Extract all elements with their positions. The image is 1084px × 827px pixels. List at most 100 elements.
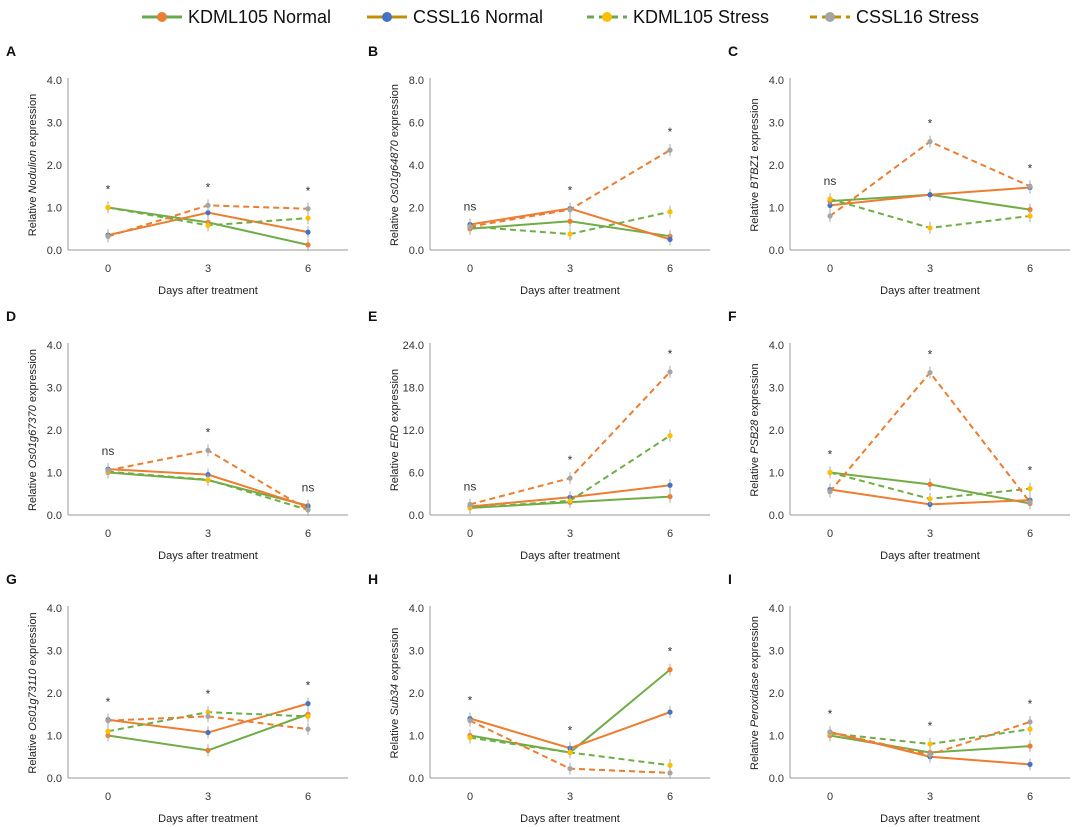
data-point-kdml105-stress	[1027, 486, 1033, 492]
y-tick-label: 0.0	[409, 245, 424, 257]
x-tick-label: 6	[1027, 791, 1033, 803]
y-tick-label: 6.0	[409, 118, 424, 130]
panel-h: H 0.0 1.0 2.0 3.0 4.0 0 3 6 Days after treatment R…	[368, 571, 710, 825]
panel-a: A 0.0 1.0 2.0 3.0 4.0 0 3 6 Days after treatment R…	[6, 43, 348, 297]
y-tick-label: 2.0	[47, 425, 62, 437]
x-tick-label: 0	[467, 263, 473, 275]
data-point-kdml105-stress	[467, 735, 473, 741]
legend-item-cssl16-normal: CSSL16 Normal	[365, 4, 543, 30]
data-point-cssl16-stress	[105, 718, 111, 724]
y-tick-label: 0.0	[47, 510, 62, 522]
x-tick-label: 0	[105, 791, 111, 803]
data-point-cssl16-stress	[305, 507, 311, 513]
legend-swatch	[810, 12, 850, 22]
data-point-cssl16-stress	[1027, 719, 1033, 725]
data-point-cssl16-stress	[667, 369, 673, 375]
x-tick-label: 6	[667, 263, 673, 275]
y-tick-label: 4.0	[769, 75, 784, 87]
data-point-cssl16-stress	[567, 766, 573, 772]
significance-label: *	[568, 184, 573, 198]
panel-letter: C	[728, 43, 738, 59]
x-tick-label: 6	[305, 791, 311, 803]
data-point-kdml105-stress	[567, 749, 573, 756]
y-tick-label: 2.0	[769, 425, 784, 437]
y-tick-label: 1.0	[47, 731, 62, 743]
significance-label: *	[306, 679, 311, 693]
significance-label: *	[1028, 464, 1033, 478]
significance-label: *	[106, 695, 111, 709]
legend: KDML105 Normal CSSL16 Normal KDML105 Stres…	[0, 0, 1084, 34]
data-point-kdml105-stress	[667, 433, 673, 439]
data-point-cssl16-stress	[827, 729, 833, 735]
y-tick-label: 0.0	[47, 773, 62, 785]
data-point-cssl16-stress	[827, 213, 833, 219]
y-tick-label: 1.0	[47, 203, 62, 215]
series-line-kdml105-normal	[469, 668, 671, 754]
data-point-kdml105-stress	[827, 196, 833, 202]
panel-b: B 0.0 2.0 4.0 6.0 8.0 0 3 6 Days after treatment R…	[368, 43, 710, 297]
panel-letter: D	[6, 308, 16, 324]
panel-i: I 0.0 1.0 2.0 3.0 4.0 0 3 6 Days after treatment R…	[728, 571, 1070, 825]
legend-swatch	[142, 12, 182, 22]
significance-label: *	[568, 723, 573, 737]
y-tick-label: 4.0	[47, 603, 62, 615]
y-tick-label: 1.0	[769, 468, 784, 480]
legend-swatch	[587, 12, 627, 22]
data-point-cssl16-stress	[105, 467, 111, 473]
y-tick-label: 4.0	[409, 160, 424, 172]
data-point-kdml105-stress	[927, 225, 933, 231]
significance-label: *	[828, 448, 833, 462]
x-tick-label: 6	[1027, 263, 1033, 275]
x-tick-label: 0	[827, 528, 833, 540]
data-point-kdml105-stress	[927, 496, 933, 502]
y-axis-title: Relative PSB28 expression	[749, 363, 761, 496]
x-axis-title: Days after treatment	[880, 550, 980, 562]
x-axis-title: Days after treatment	[520, 813, 620, 825]
x-axis-title: Days after treatment	[158, 550, 258, 562]
panel-f: F 0.0 1.0 2.0 3.0 4.0 0 3 6 Days after treatment R…	[728, 308, 1070, 562]
significance-label: *	[568, 453, 573, 467]
data-point-kdml105-stress	[667, 762, 673, 768]
data-point-kdml105-normal	[567, 218, 573, 224]
data-point-kdml105-stress	[205, 477, 211, 483]
x-axis-title: Days after treatment	[158, 813, 258, 825]
y-tick-label: 3.0	[769, 383, 784, 395]
significance-label: *	[306, 184, 311, 198]
legend-marker	[382, 12, 392, 22]
data-point-kdml105-stress	[827, 469, 833, 476]
x-tick-label: 3	[205, 791, 211, 803]
legend-marker	[157, 12, 167, 22]
data-point-cssl16-stress	[1027, 183, 1033, 189]
data-point-cssl16-stress	[927, 370, 933, 376]
y-axis-title: Relative Sub34 expression	[389, 628, 401, 759]
y-axis-title: Relative BTBZ1 expression	[749, 98, 761, 231]
data-point-cssl16-stress	[305, 726, 311, 732]
x-tick-label: 0	[105, 263, 111, 275]
panel-letter: B	[368, 43, 378, 59]
data-point-kdml105-stress	[567, 231, 573, 237]
panel-letter: E	[368, 308, 377, 324]
data-point-cssl16-stress	[305, 206, 311, 212]
y-tick-label: 18.0	[403, 383, 424, 395]
y-tick-label: 0.0	[769, 245, 784, 257]
y-axis-title: Relative ERD expression	[389, 369, 401, 491]
significance-label: *	[106, 183, 111, 197]
data-point-cssl16-stress	[927, 139, 933, 145]
data-point-cssl16-stress	[667, 770, 673, 776]
data-point-cssl16-stress	[467, 718, 473, 724]
x-tick-label: 3	[927, 791, 933, 803]
y-tick-label: 3.0	[769, 646, 784, 658]
x-tick-label: 6	[305, 528, 311, 540]
legend-swatch	[367, 12, 407, 22]
data-point-cssl16-normal	[305, 701, 311, 707]
significance-label: *	[928, 719, 933, 733]
data-point-cssl16-normal	[667, 482, 673, 488]
y-tick-label: 0.0	[409, 773, 424, 785]
data-point-kdml105-stress	[105, 728, 111, 734]
data-point-cssl16-normal	[1027, 761, 1033, 767]
significance-label: ns	[102, 444, 115, 458]
panel-letter: A	[6, 43, 16, 59]
data-point-kdml105-normal	[205, 747, 211, 753]
y-tick-label: 4.0	[769, 340, 784, 352]
